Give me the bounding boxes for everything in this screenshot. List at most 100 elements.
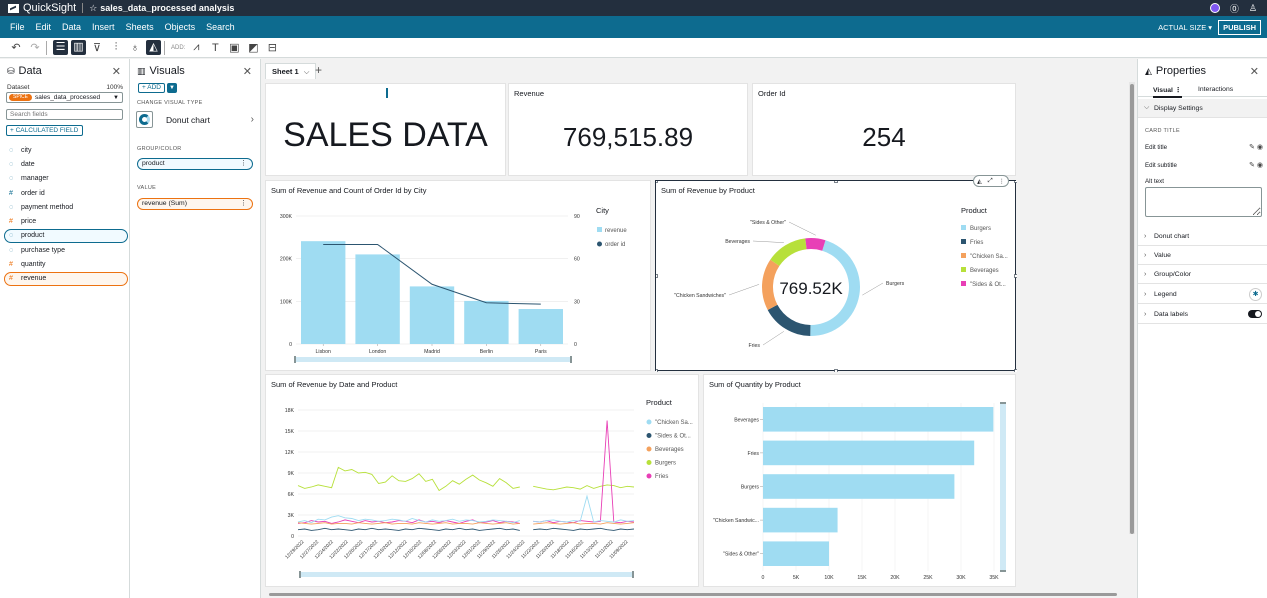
bar <box>763 541 829 566</box>
field-item[interactable]: ◌ product <box>4 228 128 244</box>
display-settings-section[interactable]: ⌵ Display Settings <box>1138 99 1267 118</box>
add-visual-button[interactable]: + ADD <box>138 83 165 93</box>
insights-icon[interactable]: ♁ <box>130 41 140 54</box>
pencil-icon[interactable]: ✎ ◉ <box>1249 144 1263 151</box>
donut-chart-card[interactable]: Sum of Revenue by Product Burgers Fries "C… <box>655 175 1017 372</box>
canvas-vertical-scrollbar[interactable] <box>1129 82 1135 534</box>
add-visual-icon[interactable]: ⩘ <box>193 41 200 53</box>
chart-title: Sum of Revenue and Count of Order Id by … <box>271 186 427 195</box>
close-icon[interactable]: ✕ <box>111 66 121 78</box>
chevron-down-icon[interactable]: ⌵ <box>303 67 310 76</box>
help-icon[interactable]: ⓪ <box>1229 3 1239 14</box>
edit-title-row[interactable]: Edit title ✎ ◉ <box>1145 143 1263 152</box>
account-icon[interactable]: ♙ <box>1248 2 1257 13</box>
calculated-field-button[interactable]: + CALCULATED FIELD <box>6 125 83 136</box>
combo-chart-card[interactable]: Sum of Revenue and Count of Order Id by … <box>265 180 651 371</box>
filter-icon[interactable]: ⊽ <box>92 42 102 54</box>
add-image-icon[interactable]: ▣ <box>229 42 240 54</box>
legend-title: Product <box>961 206 988 215</box>
field-item[interactable]: ◌ manager <box>4 172 128 186</box>
star-icon[interactable]: ☆ <box>89 2 98 13</box>
field-item[interactable]: # order id <box>4 186 128 200</box>
tab-interactions[interactable]: Interactions <box>1198 86 1234 93</box>
dataset-select[interactable]: SPICE sales_data_processed ▼ <box>6 92 123 103</box>
chart-title: Sum of Revenue by Product <box>661 186 755 195</box>
data-pane-icon[interactable]: ☰ <box>53 40 68 55</box>
bar <box>464 300 509 344</box>
add-table-icon[interactable]: ⊟ <box>267 42 277 54</box>
group-color-section[interactable]: › Group/Color <box>1138 265 1267 284</box>
redo-icon[interactable]: ↷ <box>30 42 40 54</box>
pencil-icon[interactable]: ✎ ◉ <box>1249 162 1263 169</box>
y-tick-label: Beverages <box>734 417 759 423</box>
more-options-icon[interactable]: ⋮ <box>240 160 247 167</box>
actual-size-dropdown[interactable]: ACTUAL SIZE ▾ <box>1158 22 1213 32</box>
group-color-field-well[interactable]: product ⋮ <box>137 158 253 170</box>
hbar-chart-card[interactable]: Sum of Quantity by Product 0 5K 10K 15K 20K 2… <box>703 374 1016 587</box>
y-tick-label: 300K <box>280 214 293 220</box>
edit-subtitle-row[interactable]: Edit subtitle ✎ ◉ <box>1145 161 1263 170</box>
menu-search[interactable]: Search <box>206 22 235 32</box>
field-item[interactable]: ◌ payment method <box>4 200 128 214</box>
search-fields-input[interactable] <box>6 109 123 120</box>
leader-line <box>728 284 760 296</box>
close-icon[interactable]: ✕ <box>1249 66 1259 78</box>
analysis-title[interactable]: sales_data_processed analysis <box>100 3 235 13</box>
field-name: date <box>21 160 35 168</box>
field-item[interactable]: ◌ purchase type <box>4 243 128 257</box>
expand-icon[interactable]: ⤢ <box>987 177 993 184</box>
publish-button[interactable]: PUBLISH <box>1218 19 1261 35</box>
menu-objects[interactable]: Objects <box>164 22 196 32</box>
add-insight-icon[interactable]: ◩ <box>248 42 259 54</box>
add-sheet-icon[interactable]: + <box>315 63 323 77</box>
field-item[interactable]: ◌ city <box>4 143 128 157</box>
text-card[interactable]: SALES DATA <box>265 83 506 176</box>
tab-visual[interactable]: Visual ⋮ <box>1153 86 1182 98</box>
menu-data[interactable]: Data <box>62 22 82 32</box>
field-item[interactable]: # revenue <box>4 271 128 286</box>
menu-edit[interactable]: Edit <box>35 22 52 32</box>
donut-chart-section[interactable]: › Donut chart <box>1138 227 1267 246</box>
properties-tabs: Visual ⋮ Interactions <box>1138 83 1267 98</box>
themes-icon[interactable]: ◭ <box>146 40 161 55</box>
legend-section[interactable]: › Legend ✱ <box>1138 285 1267 304</box>
menu-file[interactable]: File <box>10 22 25 32</box>
more-options-icon[interactable]: ⋮ <box>998 178 1005 185</box>
undo-icon[interactable]: ↶ <box>11 42 21 54</box>
line-chart: 18K15K12K9K6K3K012/29/202212/27/202212/2… <box>284 398 693 578</box>
bar-chart-icon: ▥ <box>137 65 146 76</box>
legend-label: "Chicken Sa... <box>655 420 693 426</box>
close-icon[interactable]: ✕ <box>242 66 252 78</box>
visual-type-selector[interactable]: Donut chart › <box>136 109 254 130</box>
order-kpi-card[interactable]: Order Id 254 <box>752 83 1016 176</box>
data-panel-title: Data <box>18 65 42 77</box>
value-field-well[interactable]: revenue (Sum) ⋮ <box>137 198 253 210</box>
canvas-horizontal-scrollbar[interactable] <box>263 591 1129 597</box>
menu-sheets[interactable]: Sheets <box>125 22 154 32</box>
line-chart-card[interactable]: Sum of Revenue by Date and Product 18K 15… <box>265 374 699 587</box>
x-tick-label: 15K <box>857 575 867 581</box>
sheet-tab[interactable]: Sheet 1 ⌵ <box>265 63 317 79</box>
field-item[interactable]: ◌ date <box>4 157 128 171</box>
range-handle <box>294 356 296 363</box>
y-tick-label: 0 <box>291 534 294 540</box>
alt-text-input[interactable] <box>1145 187 1262 217</box>
format-visual-icon[interactable]: ◭ <box>977 178 982 185</box>
add-text-icon[interactable]: T <box>211 41 219 54</box>
user-badge-icon[interactable] <box>1209 3 1220 13</box>
revenue-kpi-card[interactable]: Revenue 769,515.89 <box>508 83 748 176</box>
y-tick-label: "Chicken Sandwic... <box>713 518 759 524</box>
field-item[interactable]: # quantity <box>4 257 128 271</box>
field-item[interactable]: # price <box>4 214 128 228</box>
divider <box>82 3 84 13</box>
menu-insert[interactable]: Insert <box>92 22 115 32</box>
data-labels-toggle[interactable] <box>1248 310 1262 318</box>
data-labels-section[interactable]: › Data labels <box>1138 305 1267 324</box>
visuals-pane-icon[interactable]: ▥ <box>71 40 86 55</box>
more-options-icon[interactable]: ⋮ <box>240 200 247 207</box>
field-name: revenue <box>21 275 47 283</box>
parameters-icon[interactable]: ⫶ <box>114 41 118 53</box>
chevron-down-icon[interactable]: ▼ <box>166 83 177 93</box>
legend-toggle-icon[interactable]: ✱ <box>1249 287 1262 301</box>
value-section[interactable]: › Value <box>1138 246 1267 265</box>
